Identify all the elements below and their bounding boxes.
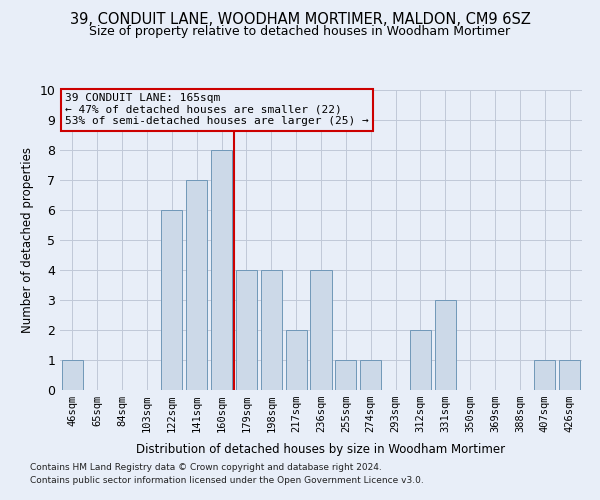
Bar — [310, 270, 332, 390]
Bar — [559, 360, 580, 390]
Bar — [211, 150, 232, 390]
Bar — [435, 300, 456, 390]
Bar — [335, 360, 356, 390]
Text: 39 CONDUIT LANE: 165sqm
← 47% of detached houses are smaller (22)
53% of semi-de: 39 CONDUIT LANE: 165sqm ← 47% of detache… — [65, 93, 369, 126]
Text: Distribution of detached houses by size in Woodham Mortimer: Distribution of detached houses by size … — [136, 442, 506, 456]
Text: 39, CONDUIT LANE, WOODHAM MORTIMER, MALDON, CM9 6SZ: 39, CONDUIT LANE, WOODHAM MORTIMER, MALD… — [70, 12, 530, 28]
Bar — [186, 180, 207, 390]
Bar — [286, 330, 307, 390]
Y-axis label: Number of detached properties: Number of detached properties — [21, 147, 34, 333]
Text: Size of property relative to detached houses in Woodham Mortimer: Size of property relative to detached ho… — [89, 25, 511, 38]
Bar — [360, 360, 381, 390]
Bar — [534, 360, 555, 390]
Text: Contains HM Land Registry data © Crown copyright and database right 2024.: Contains HM Land Registry data © Crown c… — [30, 464, 382, 472]
Bar — [161, 210, 182, 390]
Bar — [261, 270, 282, 390]
Bar — [236, 270, 257, 390]
Bar — [62, 360, 83, 390]
Bar — [410, 330, 431, 390]
Text: Contains public sector information licensed under the Open Government Licence v3: Contains public sector information licen… — [30, 476, 424, 485]
